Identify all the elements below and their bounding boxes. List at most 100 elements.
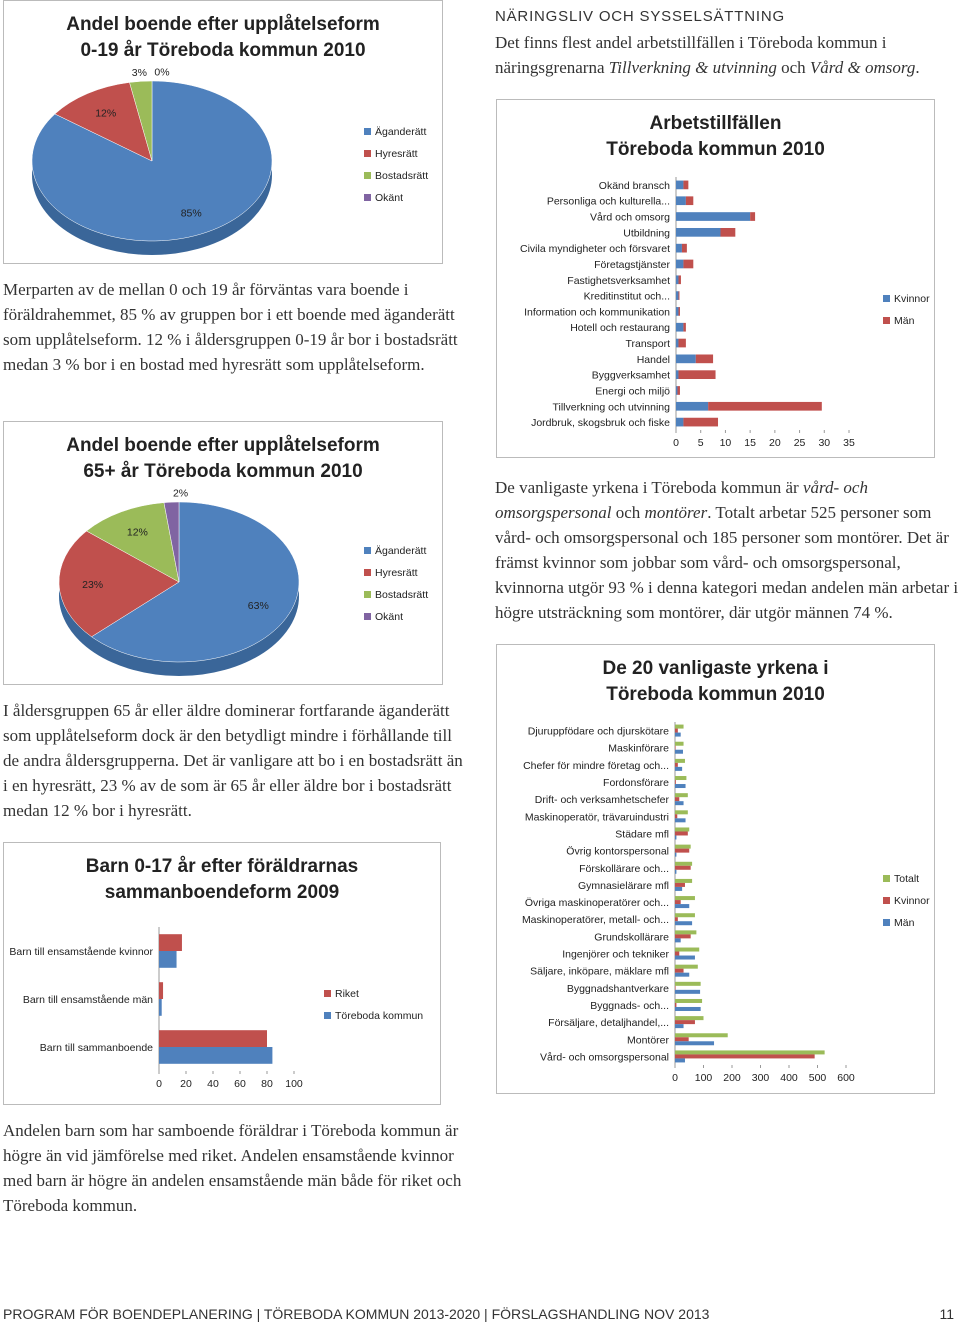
y-tick-label: Djuruppfödare och djurskötare <box>528 726 669 738</box>
y-tick-label: Vård- och omsorgspersonal <box>540 1051 669 1063</box>
bar <box>675 766 683 771</box>
legend-swatch <box>364 194 371 201</box>
bar <box>159 951 177 968</box>
bar <box>675 797 680 802</box>
x-tick-label: 0 <box>672 1072 678 1084</box>
bar <box>675 724 684 729</box>
bar <box>675 1024 684 1029</box>
y-tick-label: Tillverkning och utvinning <box>552 401 670 413</box>
x-tick-label: 0 <box>673 437 679 449</box>
legend-label: Totalt <box>894 873 919 885</box>
bar <box>676 386 678 395</box>
y-tick-label: Företagstjänster <box>594 259 670 271</box>
bar <box>750 212 756 221</box>
y-tick-label: Maskinförare <box>608 743 669 755</box>
paragraph: Andelen barn som har samboende föräldrar… <box>3 1118 468 1218</box>
bar <box>675 951 680 956</box>
bar <box>159 982 164 999</box>
y-tick-label: Handel <box>637 354 670 366</box>
x-tick-label: 500 <box>809 1072 827 1084</box>
chart: Andel boende efter upplåtelseform 0-19 år… <box>31 14 428 255</box>
pie-slice <box>163 501 180 583</box>
text: Det finns flest andel arbetstillfällen i… <box>495 33 887 77</box>
x-tick-label: 100 <box>695 1072 713 1084</box>
bar <box>676 212 751 221</box>
bar <box>675 793 688 798</box>
x-tick-label: 200 <box>723 1072 741 1084</box>
y-tick-label: Städare mfl <box>615 828 669 840</box>
y-tick-label: Barn till ensamstående kvinnor <box>9 946 153 958</box>
bar <box>675 955 695 960</box>
y-tick-label: Barn till ensamstående män <box>23 994 153 1006</box>
bar <box>675 762 678 767</box>
bar <box>675 745 676 750</box>
pie-slice <box>86 502 180 583</box>
bar <box>675 1058 685 1063</box>
bar <box>676 322 684 332</box>
y-tick-label: Okänd bransch <box>599 180 670 192</box>
bar <box>675 998 703 1003</box>
bar <box>675 749 683 754</box>
bar <box>676 196 686 206</box>
legend-swatch <box>364 613 371 620</box>
bar <box>675 776 687 781</box>
bar <box>683 259 694 269</box>
bar <box>675 1020 695 1025</box>
y-tick-label: Personliga och kulturella... <box>547 196 670 208</box>
bar <box>676 307 679 316</box>
y-tick-label: Säljare, inköpare, mäklare mfl <box>530 966 669 978</box>
y-tick-label: Drift- och verksamhetschefer <box>535 794 670 806</box>
paragraph: Merparten av de mellan 0 och 19 år förvä… <box>3 277 463 377</box>
legend-swatch <box>883 875 890 882</box>
chart-subtitle: 65+ år Töreboda kommun 2010 <box>83 461 362 482</box>
y-tick-label: Hotell och restaurang <box>570 322 670 334</box>
chart: Andel boende efter upplåtelseform 65+ år … <box>58 435 428 676</box>
bar <box>675 934 691 939</box>
bar <box>676 275 679 285</box>
chart-subtitle: Töreboda kommun 2010 <box>606 139 825 160</box>
bar <box>675 1050 825 1055</box>
bar <box>675 827 690 832</box>
bar <box>675 848 690 853</box>
data-label: 0% <box>154 66 169 78</box>
x-tick-label: 400 <box>780 1072 798 1084</box>
legend-swatch <box>324 1012 331 1019</box>
y-tick-label: Jordbruk, skogsbruk och fiske <box>531 417 670 429</box>
legend-label: Kvinnor <box>894 895 930 907</box>
bar <box>675 938 681 943</box>
data-label: 2% <box>173 488 188 500</box>
bar <box>676 401 709 411</box>
y-tick-label: Kreditinstitut och... <box>584 291 670 303</box>
bar <box>683 322 686 332</box>
bar <box>675 882 685 887</box>
bar <box>678 338 686 348</box>
bar <box>675 904 690 909</box>
pie-slice <box>129 80 153 162</box>
paragraph: Det finns flest andel arbetstillfällen i… <box>495 30 960 80</box>
paragraph: De vanligaste yrkena i Töreboda kommun ä… <box>495 475 960 625</box>
text: . Totalt arbetar 525 personer som vård- … <box>495 503 959 622</box>
x-tick-label: 40 <box>207 1078 219 1090</box>
bar <box>675 968 684 973</box>
legend-swatch <box>364 172 371 179</box>
bar <box>675 981 701 986</box>
data-label: 63% <box>248 600 269 612</box>
pie-slice <box>58 530 180 638</box>
legend-swatch <box>364 569 371 576</box>
data-label: 3% <box>132 67 147 79</box>
legend-label: Hyresrätt <box>375 567 418 579</box>
bar <box>683 180 689 190</box>
bar <box>678 307 680 316</box>
x-tick-label: 15 <box>744 437 756 449</box>
x-tick-label: 100 <box>285 1078 303 1090</box>
bar <box>708 401 822 411</box>
legend-swatch <box>883 919 890 926</box>
bar <box>675 1041 715 1046</box>
legend-label: Äganderätt <box>375 126 426 138</box>
bar <box>675 900 681 905</box>
bar <box>675 835 677 840</box>
bar <box>159 999 162 1016</box>
text: och <box>776 58 810 77</box>
chart-subtitle: Töreboda kommun 2010 <box>606 684 825 705</box>
bar <box>675 1006 701 1011</box>
